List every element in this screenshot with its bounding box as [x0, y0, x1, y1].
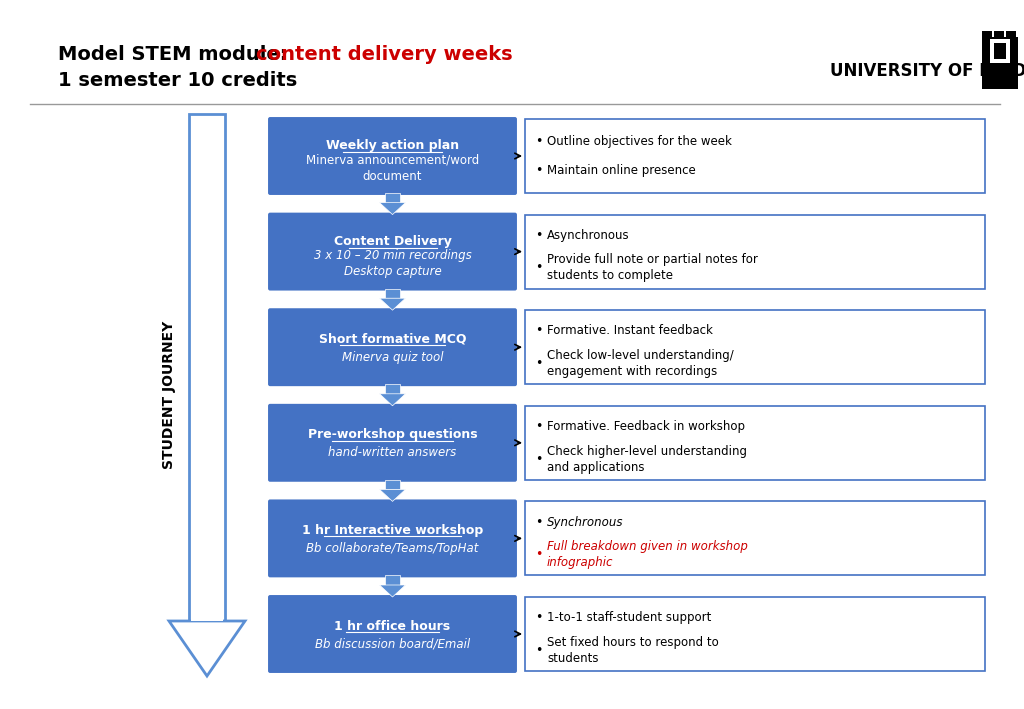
Text: Asynchronous: Asynchronous: [547, 229, 630, 242]
Bar: [994, 43, 1006, 59]
Text: Synchronous: Synchronous: [547, 515, 624, 529]
Text: Model STEM module:: Model STEM module:: [58, 45, 294, 64]
Text: Bb collaborate/Teams/TopHat: Bb collaborate/Teams/TopHat: [306, 542, 478, 555]
Text: 3 x 10 – 20 min recordings
Desktop capture: 3 x 10 – 20 min recordings Desktop captu…: [313, 249, 471, 279]
Text: •: •: [536, 420, 543, 433]
Bar: [385, 193, 399, 203]
Bar: [525, 311, 985, 384]
Text: Formative. Feedback in workshop: Formative. Feedback in workshop: [547, 420, 745, 433]
Bar: [525, 406, 985, 480]
Text: Weekly action plan: Weekly action plan: [326, 140, 459, 152]
Bar: [525, 501, 985, 576]
Polygon shape: [380, 298, 406, 311]
Text: •: •: [536, 164, 543, 177]
Text: Outline objectives for the week: Outline objectives for the week: [547, 135, 732, 147]
Text: Set fixed hours to respond to
students: Set fixed hours to respond to students: [547, 636, 719, 665]
Text: Check higher-level understanding
and applications: Check higher-level understanding and app…: [547, 445, 746, 474]
Bar: [525, 119, 985, 193]
Bar: [191, 618, 223, 621]
Polygon shape: [380, 585, 406, 597]
Polygon shape: [380, 393, 406, 406]
FancyBboxPatch shape: [267, 403, 518, 483]
FancyBboxPatch shape: [267, 594, 518, 674]
Polygon shape: [380, 489, 406, 501]
Text: STUDENT JOURNEY: STUDENT JOURNEY: [162, 321, 176, 469]
Text: •: •: [536, 262, 543, 274]
Text: Minerva quiz tool: Minerva quiz tool: [342, 351, 443, 364]
Text: Pre-workshop questions: Pre-workshop questions: [307, 428, 477, 441]
Bar: [990, 39, 1010, 63]
Bar: [1006, 31, 1016, 39]
Text: Full breakdown given in workshop
infographic: Full breakdown given in workshop infogra…: [547, 540, 748, 569]
Text: Maintain online presence: Maintain online presence: [547, 164, 695, 177]
FancyBboxPatch shape: [267, 307, 518, 387]
Text: •: •: [536, 611, 543, 624]
Bar: [994, 31, 1004, 39]
Bar: [385, 289, 399, 298]
Text: •: •: [536, 644, 543, 657]
Bar: [982, 37, 1018, 89]
Bar: [189, 114, 225, 621]
Text: 1 semester 10 credits: 1 semester 10 credits: [58, 72, 297, 91]
Text: Formative. Instant feedback: Formative. Instant feedback: [547, 325, 713, 337]
Polygon shape: [169, 621, 245, 676]
Text: Check low-level understanding/
engagement with recordings: Check low-level understanding/ engagemen…: [547, 349, 734, 378]
Text: •: •: [536, 515, 543, 529]
FancyBboxPatch shape: [267, 116, 518, 196]
Bar: [385, 480, 399, 489]
Text: Minerva announcement/word
document: Minerva announcement/word document: [306, 153, 479, 183]
Text: Bb discussion board/Email: Bb discussion board/Email: [315, 637, 470, 650]
Text: •: •: [536, 135, 543, 147]
Text: Provide full note or partial notes for
students to complete: Provide full note or partial notes for s…: [547, 253, 758, 282]
Text: UNIVERSITY OF LEEDS: UNIVERSITY OF LEEDS: [830, 62, 1024, 80]
Polygon shape: [380, 203, 406, 215]
Text: •: •: [536, 357, 543, 370]
Text: •: •: [536, 325, 543, 337]
FancyBboxPatch shape: [267, 498, 518, 579]
Text: •: •: [536, 452, 543, 466]
Text: Short formative MCQ: Short formative MCQ: [318, 333, 466, 346]
Text: hand-written answers: hand-written answers: [329, 446, 457, 459]
Text: 1 hr office hours: 1 hr office hours: [335, 620, 451, 632]
Text: •: •: [536, 548, 543, 562]
Bar: [982, 31, 992, 39]
Text: 1-to-1 staff-student support: 1-to-1 staff-student support: [547, 611, 712, 624]
Text: 1 hr Interactive workshop: 1 hr Interactive workshop: [302, 524, 483, 537]
Bar: [525, 597, 985, 671]
Text: Content Delivery: Content Delivery: [334, 235, 452, 248]
Bar: [525, 215, 985, 289]
Text: content delivery weeks: content delivery weeks: [256, 45, 513, 64]
Bar: [385, 576, 399, 585]
Text: •: •: [536, 229, 543, 242]
Bar: [385, 384, 399, 393]
FancyBboxPatch shape: [267, 211, 518, 291]
